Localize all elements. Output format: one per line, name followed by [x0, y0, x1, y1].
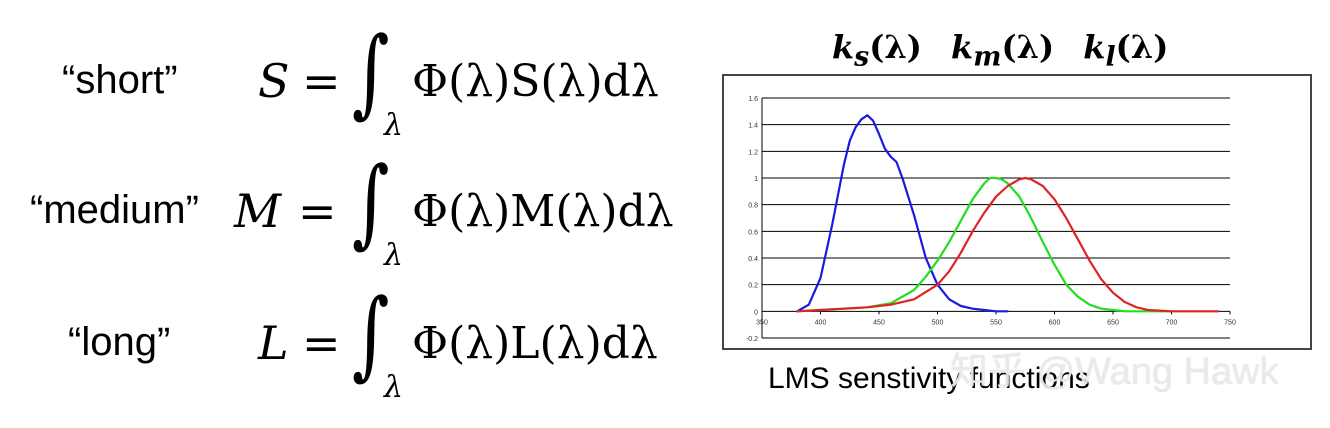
integrand: Φ(λ)M(λ)dλ	[412, 186, 674, 237]
integral-subscript: λ	[384, 370, 404, 405]
equation-short: “short” S = ∫ λ Φ(λ)S(λ)dλ	[0, 24, 720, 160]
y-tick-label: 0.8	[748, 203, 758, 210]
series-line-2	[795, 176, 1220, 313]
integral-subscript: λ	[384, 108, 404, 143]
integral-sign: ∫	[352, 278, 390, 390]
y-tick-label: 0.4	[748, 256, 758, 263]
integral-subscript: λ	[384, 238, 404, 273]
integral-sign: ∫	[352, 16, 390, 128]
x-tick-label: 400	[815, 319, 827, 326]
chart-caption: LMS senstivity functions	[768, 362, 1090, 395]
y-tick-label: 0.2	[748, 283, 758, 290]
equals-sign: =	[298, 184, 337, 238]
integrand: Φ(λ)S(λ)dλ	[412, 56, 659, 107]
y-tick-label: 0.6	[748, 229, 758, 236]
integral-sign: ∫	[352, 146, 390, 258]
y-tick-label: 1.2	[748, 149, 758, 156]
equation-label: “long”	[68, 320, 171, 364]
x-tick-label: 650	[1107, 319, 1119, 326]
chart-frame	[722, 74, 1312, 350]
equals-sign: =	[302, 316, 341, 370]
series-line-0	[795, 114, 1009, 313]
y-tick-label: 0	[754, 309, 758, 316]
x-tick-label: 600	[1049, 319, 1061, 326]
x-axis-ticks: 350 400 450 500 550 600 650 700 750	[756, 311, 1236, 326]
chart-title: ks(λ) km(λ) kl(λ)	[832, 28, 1186, 72]
equation-medium: “medium” M = ∫ λ Φ(λ)M(λ)dλ	[0, 154, 720, 290]
y-tick-label: 1.6	[748, 96, 758, 103]
watermark: 知乎 @Wang Hawk	[950, 351, 1279, 393]
y-tick-label: -0.2	[746, 336, 758, 343]
x-tick-label: 750	[1224, 319, 1236, 326]
x-tick-label: 450	[873, 319, 885, 326]
x-tick-label: 500	[932, 319, 944, 326]
x-tick-label: 350	[756, 319, 768, 326]
y-tick-label: 1.4	[748, 123, 758, 130]
equation-label: “medium”	[30, 188, 199, 232]
title-kl: kl(λ)	[1083, 28, 1169, 73]
x-tick-label: 700	[1166, 319, 1178, 326]
equation-lhs: S	[258, 54, 290, 108]
y-tick-label: 1	[754, 176, 758, 183]
title-km: km(λ)	[951, 28, 1055, 73]
x-tick-label: 550	[990, 319, 1002, 326]
equals-sign: =	[302, 54, 341, 108]
lms-sensitivity-chart: 1.6 1.4 1.2 1 0.8 0.6 0.4 0.2 0 -0.2 350 400 450 500…	[722, 74, 1312, 350]
equation-long: “long” L = ∫ λ Φ(λ)L(λ)dλ	[0, 286, 720, 422]
equation-label: “short”	[62, 58, 178, 102]
equation-lhs: L	[258, 316, 289, 370]
integrand: Φ(λ)L(λ)dλ	[412, 318, 658, 369]
series-line-1	[795, 176, 1173, 313]
chart-series	[795, 114, 1220, 313]
y-axis-ticks: 1.6 1.4 1.2 1 0.8 0.6 0.4 0.2 0 -0.2	[746, 96, 758, 343]
title-ks: ks(λ)	[832, 28, 922, 73]
equation-lhs: M	[234, 184, 282, 238]
